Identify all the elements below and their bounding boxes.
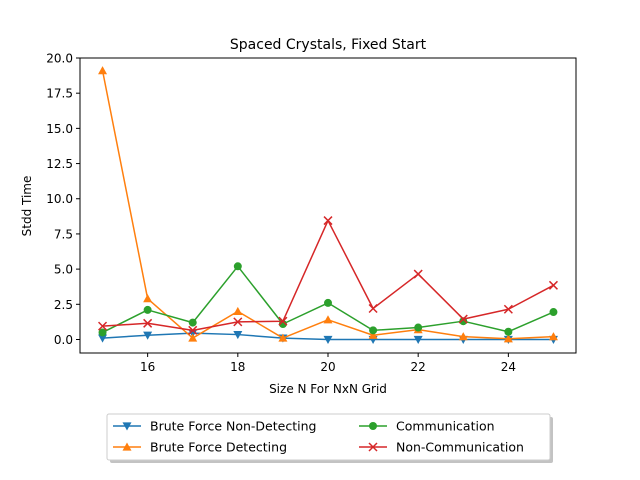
data-point	[414, 323, 423, 332]
data-point	[413, 269, 423, 279]
chart-title: Spaced Crystals, Fixed Start	[230, 37, 427, 53]
legend-marker	[122, 442, 132, 451]
data-point	[504, 327, 513, 336]
y-tick-label: 5.0	[54, 263, 73, 277]
series-1	[98, 66, 558, 343]
legend-item: Brute Force Non-Detecting	[113, 419, 316, 434]
y-tick-label: 20.0	[46, 52, 73, 66]
data-point	[98, 66, 108, 75]
data-point	[369, 326, 378, 335]
legend-item: Communication	[359, 419, 495, 434]
series-line	[102, 219, 554, 332]
data-point	[98, 334, 108, 343]
series-2	[98, 262, 558, 337]
data-point	[188, 333, 198, 342]
data-point	[413, 335, 423, 344]
data-point	[324, 298, 332, 307]
y-tick-label: 17.5	[46, 87, 73, 101]
data-point	[549, 308, 558, 317]
y-tick-label: 10.0	[46, 192, 73, 206]
x-tick-label: 22	[411, 360, 426, 374]
data-point	[548, 280, 558, 290]
x-tick-label: 16	[140, 360, 155, 374]
data-point	[188, 318, 197, 327]
legend-item: Brute Force Detecting	[113, 440, 287, 455]
legend-label: Brute Force Non-Detecting	[150, 419, 316, 434]
data-point	[368, 303, 378, 314]
data-point	[188, 325, 198, 335]
data-point	[278, 316, 288, 326]
y-tick-label: 2.5	[54, 298, 73, 312]
data-point	[458, 314, 468, 324]
x-tick-label: 18	[230, 360, 245, 374]
series-0	[98, 329, 558, 344]
data-point	[233, 317, 243, 327]
x-tick-label: 24	[501, 360, 516, 374]
data-point	[278, 333, 288, 342]
data-point	[143, 331, 153, 340]
legend-label: Communication	[396, 419, 495, 434]
x-tick-label: 20	[320, 360, 335, 374]
legend-item: Non-Communication	[359, 440, 524, 455]
data-point	[233, 306, 243, 315]
series-line	[101, 70, 554, 340]
data-point	[233, 262, 242, 271]
data-point	[143, 294, 153, 303]
legend-marker	[369, 422, 377, 430]
legend-marker	[368, 442, 378, 452]
legend-label: Brute Force Detecting	[150, 440, 287, 455]
x-axis-label: Size N For NxN Grid	[269, 382, 387, 396]
series-3	[98, 216, 558, 335]
x-axis: 16 18 20 22 24	[140, 353, 516, 374]
plot-frame	[79, 57, 577, 354]
data-point	[548, 332, 558, 341]
y-tick-label: 0.0	[54, 333, 73, 347]
data-point	[98, 321, 108, 331]
data-point	[278, 320, 287, 329]
legend-box	[106, 413, 551, 461]
data-point	[323, 315, 333, 324]
data-point	[458, 332, 468, 341]
y-axis-label: Stdd Time	[20, 176, 34, 237]
y-tick-label: 7.5	[54, 227, 73, 241]
data-point	[368, 330, 378, 339]
legend-label: Non-Communication	[396, 440, 524, 455]
data-point	[323, 216, 333, 226]
legend: Brute Force Non-Detecting Brute Force Det…	[106, 413, 553, 463]
y-tick-label: 15.0	[46, 122, 73, 136]
data-point	[503, 334, 513, 343]
data-point	[143, 318, 153, 328]
y-axis: 0.0 2.5 5.0 7.5 10.0 12.5 15.0 17.5 20.0	[46, 52, 80, 347]
data-point	[98, 328, 107, 337]
data-point	[503, 304, 513, 314]
plot-area	[79, 57, 577, 354]
y-tick-label: 12.5	[46, 157, 73, 171]
legend-marker	[122, 422, 132, 431]
data-point	[233, 330, 243, 340]
data-point	[143, 305, 152, 314]
data-point	[323, 335, 333, 344]
